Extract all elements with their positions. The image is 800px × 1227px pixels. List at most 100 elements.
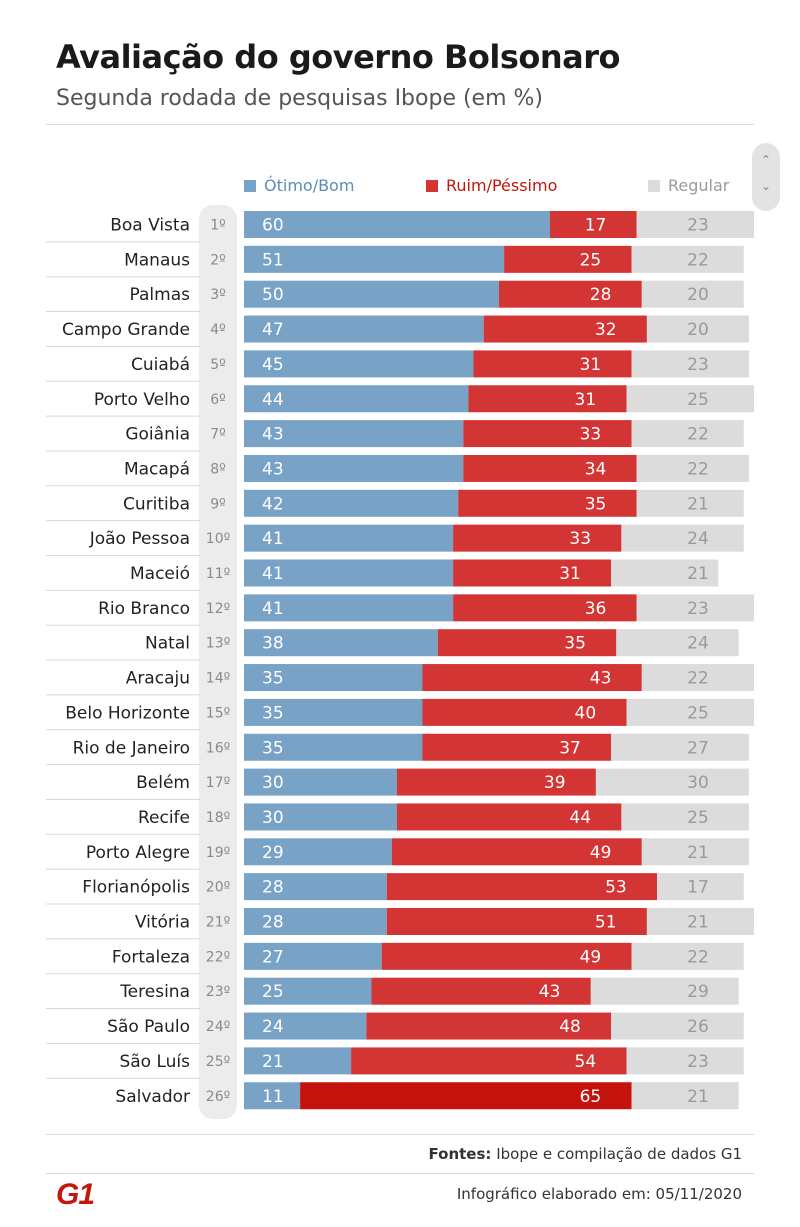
value-neutral: 22: [687, 669, 709, 689]
footer-divider-2: [46, 1173, 754, 1174]
value-neutral: 21: [687, 564, 709, 584]
bar-good: [244, 1047, 352, 1075]
bar-good: [244, 350, 474, 378]
bar-neutral: [626, 1047, 744, 1075]
rank-label: 23º: [206, 984, 230, 1000]
value-bad: 43: [590, 669, 612, 689]
sources-note: Fontes: Ibope e compilação de dados G1: [429, 1145, 742, 1163]
chevron-down-icon[interactable]: ⌄: [760, 179, 772, 193]
bar-bad: [453, 524, 622, 552]
value-neutral: 22: [687, 459, 709, 479]
legend-good-swatch: [244, 179, 256, 192]
value-bad: 35: [585, 494, 607, 514]
value-neutral: 17: [687, 878, 709, 898]
rank-label: 24º: [206, 1019, 230, 1035]
bar-neutral: [636, 211, 754, 238]
bar-good: [244, 803, 397, 831]
bar-bad: [504, 245, 632, 273]
value-neutral: 24: [687, 529, 709, 549]
city-label: Vitória: [135, 913, 190, 933]
city-label: Fortaleza: [112, 947, 190, 967]
value-neutral: 23: [687, 599, 709, 619]
bar-good: [244, 489, 459, 517]
city-label: Boa Vista: [110, 216, 190, 236]
rank-label: 3º: [210, 287, 226, 303]
rank-label: 14º: [206, 671, 230, 687]
value-bad: 34: [585, 459, 607, 479]
bar-bad: [397, 768, 596, 796]
city-label: Palmas: [130, 285, 191, 305]
rank-label: 18º: [206, 810, 230, 826]
bar-neutral: [636, 489, 744, 517]
rank-label: 12º: [206, 601, 230, 617]
city-label: Belém: [136, 773, 190, 793]
rank-label: 10º: [206, 531, 230, 547]
rank-label: 4º: [210, 322, 226, 338]
value-neutral: 27: [687, 738, 709, 758]
bar-bad: [453, 594, 637, 622]
rank-label: 20º: [206, 880, 230, 896]
city-label: Natal: [145, 634, 190, 654]
value-bad: 44: [569, 808, 591, 828]
bar-good: [244, 942, 382, 970]
city-label: Teresina: [119, 982, 190, 1002]
bar-neutral: [641, 280, 744, 308]
infographic-date: Infográfico elaborado em: 05/11/2020: [456, 1185, 742, 1203]
bar-bad: [391, 838, 642, 866]
bar-bad: [422, 733, 612, 761]
city-label: Curitiba: [123, 494, 190, 514]
bar-neutral: [631, 1082, 739, 1110]
legend-good-label: Ótimo/Bom: [264, 176, 355, 195]
bar-good: [244, 908, 387, 935]
value-bad: 36: [585, 599, 607, 619]
scroll-control[interactable]: ⌃ ⌄: [752, 143, 780, 211]
city-label: Florianópolis: [82, 878, 190, 898]
bar-good: [244, 698, 423, 726]
city-label: São Luís: [119, 1052, 190, 1072]
value-neutral: 23: [687, 216, 709, 236]
bar-bad: [351, 1047, 627, 1075]
value-bad: 35: [564, 634, 586, 654]
value-good: 30: [262, 808, 284, 828]
bar-neutral: [611, 1012, 744, 1040]
sources-label: Fontes:: [428, 1145, 492, 1163]
rank-label: 2º: [210, 252, 226, 268]
bar-neutral: [616, 629, 739, 657]
value-good: 45: [262, 355, 284, 375]
bar-neutral: [621, 524, 744, 552]
value-good: 35: [262, 703, 284, 723]
value-good: 11: [262, 1087, 284, 1107]
value-neutral: 22: [687, 425, 709, 445]
bar-bad: [422, 698, 627, 726]
bar-bad: [458, 489, 637, 517]
bar-neutral: [631, 245, 744, 273]
bar-bad: [422, 664, 642, 692]
value-neutral: 25: [687, 808, 709, 828]
value-bad: 17: [585, 216, 607, 236]
value-good: 43: [262, 459, 284, 479]
chevron-up-icon[interactable]: ⌃: [760, 153, 772, 167]
value-good: 41: [262, 529, 284, 549]
rank-label: 11º: [206, 566, 230, 582]
value-good: 30: [262, 773, 284, 793]
value-bad: 25: [580, 250, 602, 270]
bar-good: [244, 280, 499, 308]
bar-good: [244, 594, 454, 622]
bar-good: [244, 559, 454, 587]
bar-bad: [463, 454, 637, 482]
value-neutral: 25: [687, 703, 709, 723]
value-bad: 51: [595, 913, 617, 933]
footer-divider-1: [46, 1134, 754, 1135]
bar-neutral: [611, 559, 719, 587]
rank-label: 21º: [206, 915, 230, 931]
bar-neutral: [590, 977, 739, 1005]
value-bad: 49: [590, 843, 612, 863]
rank-label: 15º: [206, 705, 230, 721]
value-good: 28: [262, 878, 284, 898]
legend-bad-swatch: [426, 179, 438, 192]
value-bad: 32: [595, 320, 617, 340]
sources-text: Ibope e compilação de dados G1: [496, 1145, 742, 1163]
value-neutral: 22: [687, 947, 709, 967]
city-label: Campo Grande: [62, 320, 190, 340]
rank-label: 13º: [206, 636, 230, 652]
